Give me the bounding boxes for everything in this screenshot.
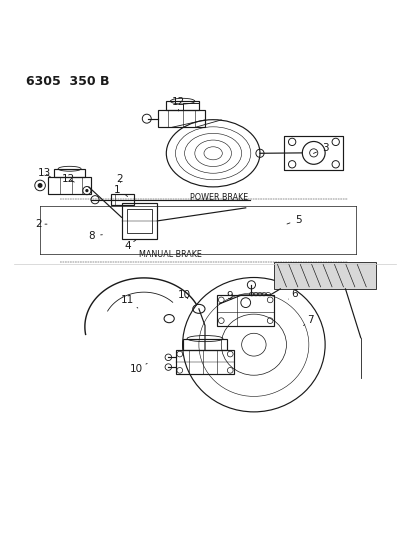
Text: 5: 5 — [286, 215, 301, 225]
Bar — [121, 203, 157, 239]
Bar — [54, 169, 85, 177]
Text: 4: 4 — [124, 240, 135, 251]
Bar — [158, 110, 204, 127]
Bar — [111, 195, 133, 205]
Text: 1: 1 — [114, 185, 127, 197]
Text: 2: 2 — [116, 174, 123, 184]
Bar — [166, 101, 198, 110]
Text: 9: 9 — [226, 291, 232, 301]
Bar — [48, 177, 91, 194]
Text: 10: 10 — [130, 364, 147, 374]
Text: MANUAL BRAKE: MANUAL BRAKE — [139, 250, 201, 259]
Bar — [274, 262, 375, 289]
Text: 3: 3 — [312, 143, 328, 154]
Text: 12: 12 — [171, 96, 185, 111]
Text: 12: 12 — [62, 174, 75, 184]
Bar — [127, 209, 151, 233]
Text: 11: 11 — [121, 295, 137, 308]
Text: 2: 2 — [36, 219, 47, 229]
Text: POWER BRAKE: POWER BRAKE — [190, 193, 248, 201]
Circle shape — [38, 183, 43, 188]
Text: 6: 6 — [288, 289, 297, 299]
Bar — [217, 295, 274, 326]
Text: 6305  350 B: 6305 350 B — [26, 75, 109, 88]
Text: 13: 13 — [38, 168, 51, 178]
Bar — [176, 350, 233, 374]
Bar — [182, 103, 198, 110]
Circle shape — [85, 189, 88, 192]
Bar — [182, 338, 227, 350]
Text: 8: 8 — [88, 231, 102, 240]
Text: 7: 7 — [303, 315, 313, 326]
Text: 10: 10 — [178, 290, 191, 300]
